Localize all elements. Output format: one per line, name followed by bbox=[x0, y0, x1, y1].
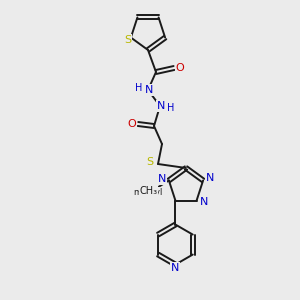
Text: N: N bbox=[158, 174, 166, 184]
Text: CH₃: CH₃ bbox=[140, 186, 158, 197]
Text: O: O bbox=[128, 119, 136, 129]
Text: N: N bbox=[200, 196, 208, 207]
Text: H: H bbox=[135, 83, 143, 93]
Text: N: N bbox=[206, 173, 214, 183]
Text: H: H bbox=[167, 103, 175, 113]
Text: S: S bbox=[124, 34, 131, 45]
Text: methyl: methyl bbox=[133, 188, 163, 197]
Text: N: N bbox=[157, 101, 165, 111]
Text: N: N bbox=[145, 85, 153, 95]
Text: N: N bbox=[171, 262, 180, 273]
Text: S: S bbox=[146, 157, 154, 167]
Text: O: O bbox=[176, 63, 184, 73]
